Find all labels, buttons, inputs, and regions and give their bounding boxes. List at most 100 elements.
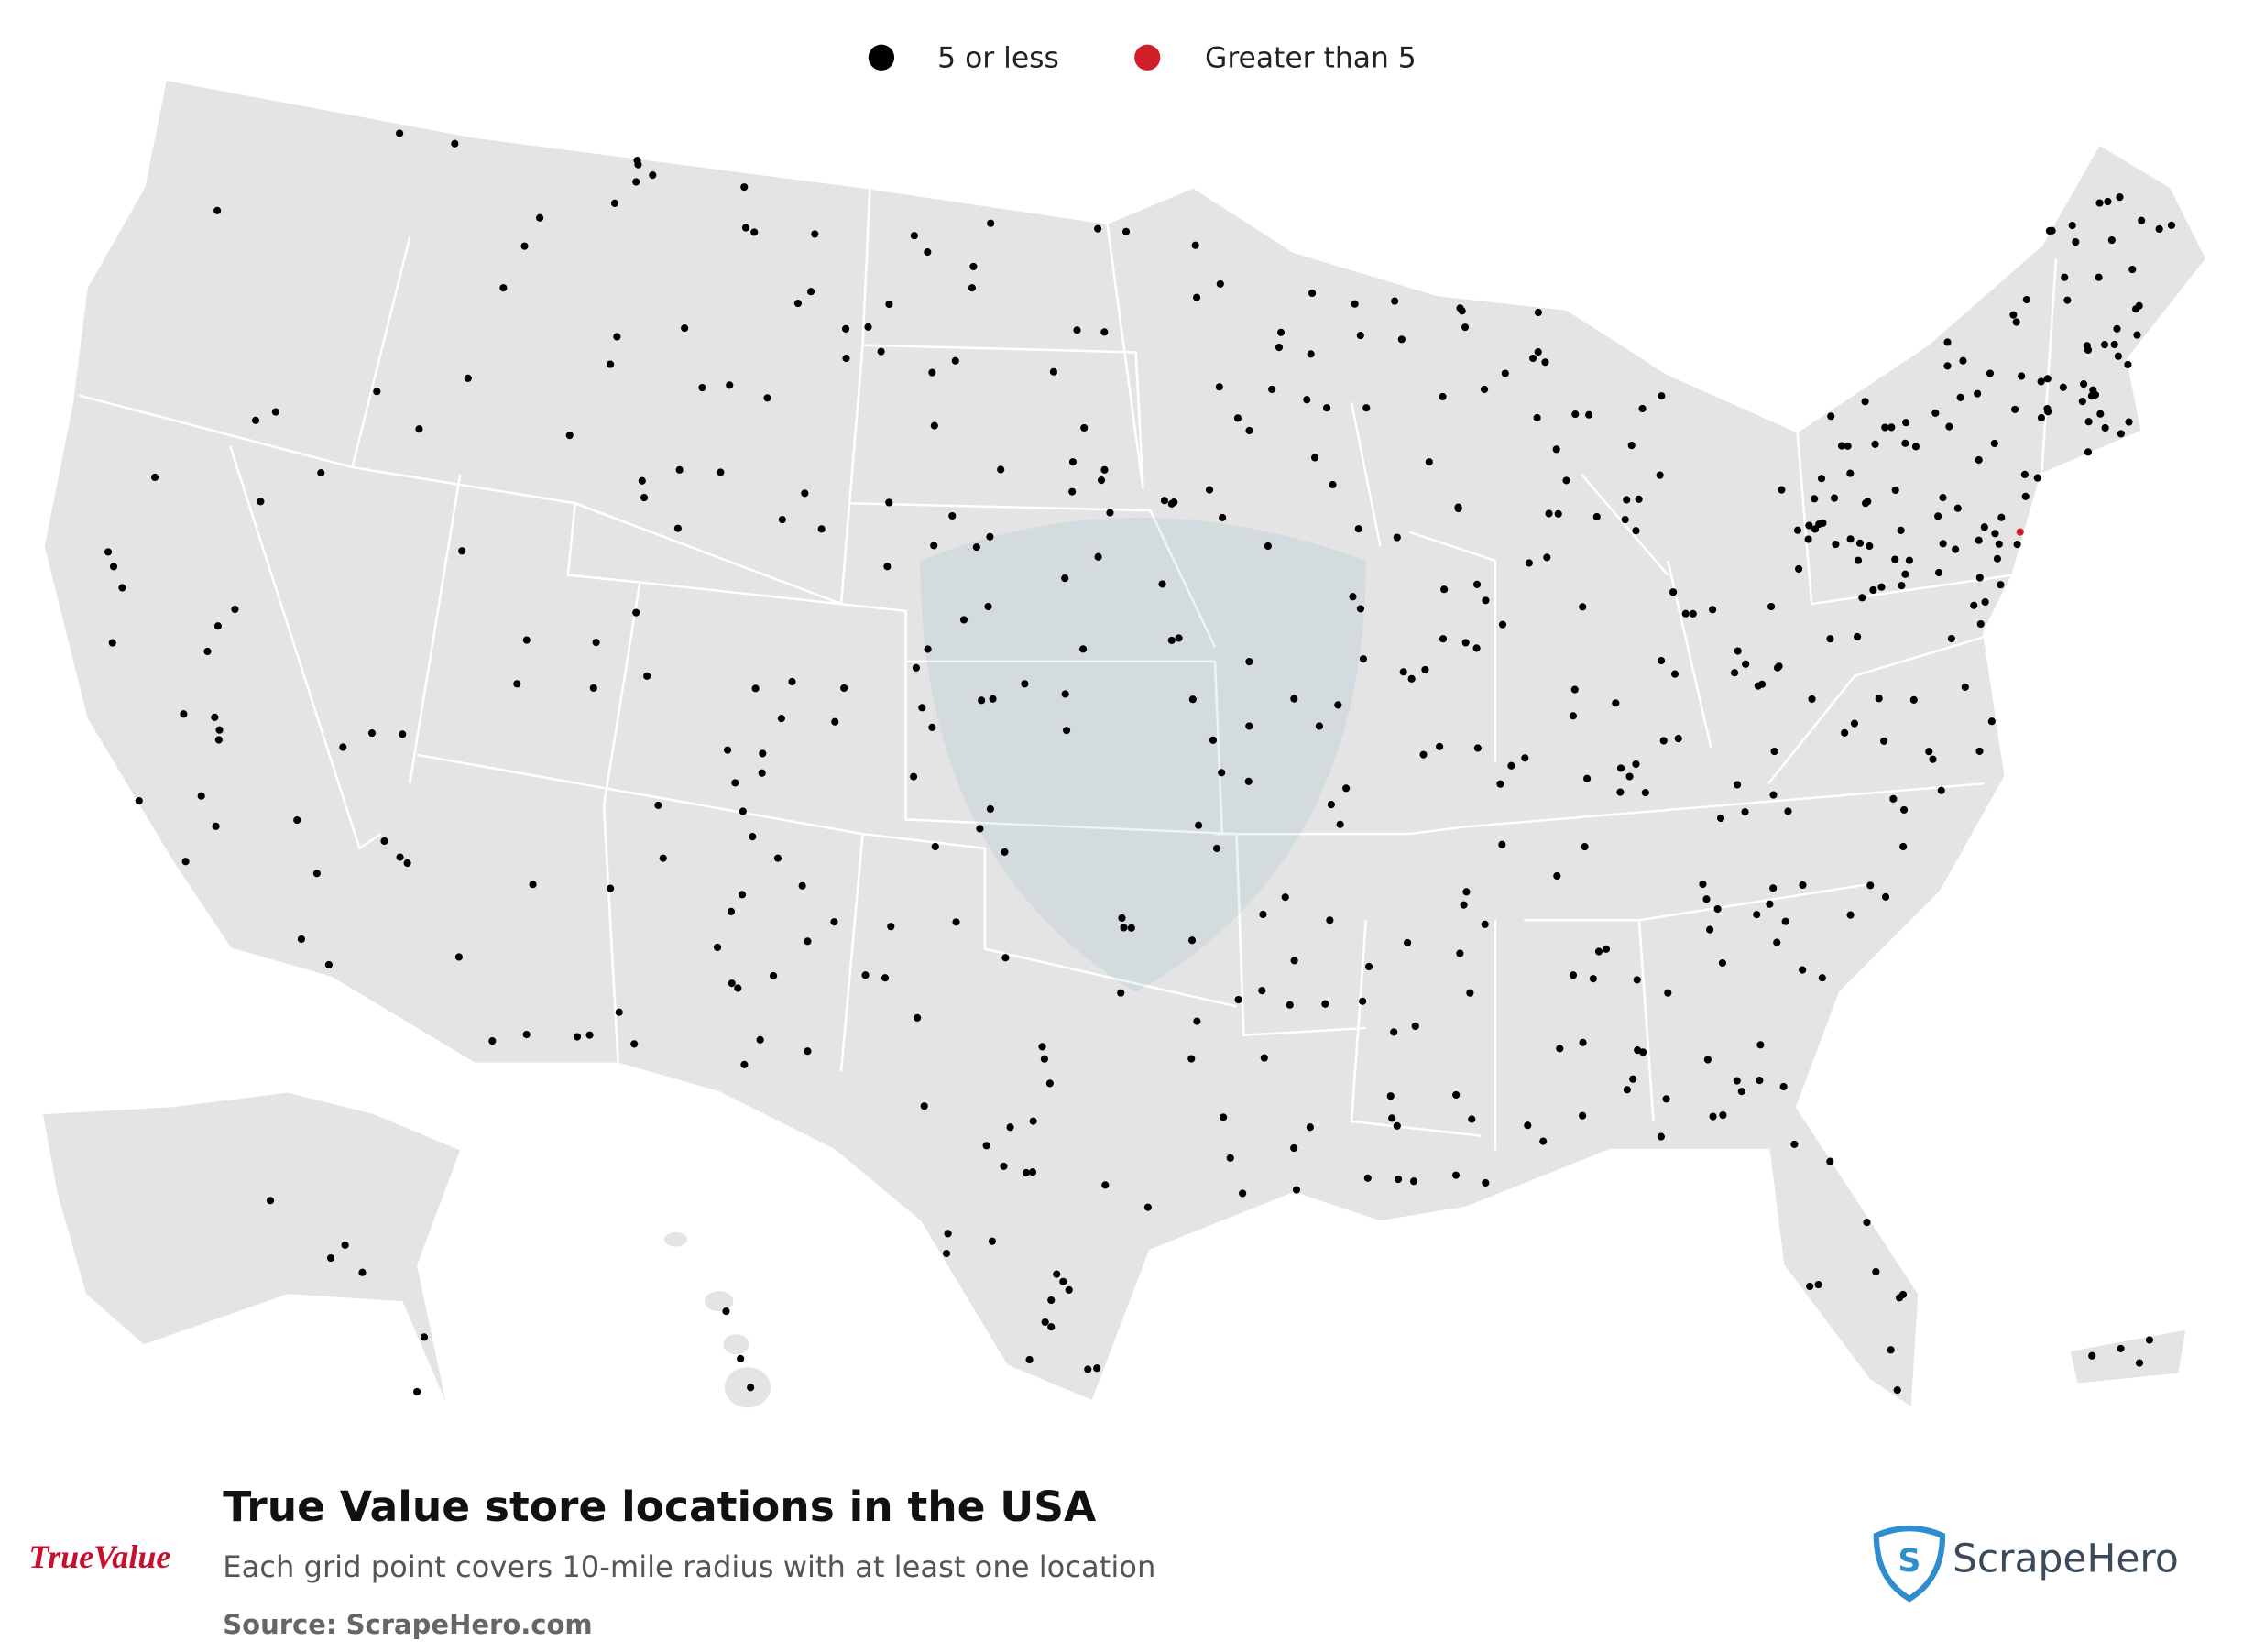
store-dot xyxy=(2084,448,2093,456)
store-dot xyxy=(1976,619,1985,629)
store-dot xyxy=(1286,1001,1294,1009)
store-dot xyxy=(1094,552,1102,561)
store-dot xyxy=(1901,570,1909,578)
store-dot xyxy=(1846,469,1855,477)
store-dot xyxy=(2018,372,2026,380)
store-dot xyxy=(1245,658,1253,666)
store-dot xyxy=(1612,699,1620,707)
store-dot xyxy=(1741,808,1749,816)
store-dot xyxy=(740,1060,749,1068)
store-dot xyxy=(1391,297,1399,305)
store-dot xyxy=(1534,308,1542,317)
store-dot xyxy=(1773,938,1781,946)
store-dot xyxy=(1127,924,1135,932)
store-dot xyxy=(877,347,885,356)
store-dot xyxy=(1855,539,1865,547)
store-dot xyxy=(1321,1000,1329,1008)
store-dot xyxy=(1390,1028,1398,1036)
store-dot xyxy=(1863,1219,1871,1227)
subtitle: Each grid point covers 10-mile radius wi… xyxy=(223,1549,1155,1584)
store-dot xyxy=(2084,418,2093,426)
store-dot xyxy=(944,1230,952,1238)
store-dot xyxy=(396,129,404,137)
store-dot xyxy=(213,206,222,214)
scrapehero-logo: S ScrapeHero xyxy=(1873,1526,2179,1603)
store-dot xyxy=(1259,910,1267,919)
store-dot xyxy=(1769,884,1778,892)
store-dot xyxy=(749,833,757,841)
store-dot xyxy=(1025,1355,1034,1364)
store-dot xyxy=(1364,962,1373,971)
store-dot xyxy=(918,704,926,712)
store-dot xyxy=(1657,1132,1665,1141)
store-dot xyxy=(1981,597,1989,607)
store-dot xyxy=(2072,238,2080,246)
store-dot xyxy=(1359,997,1367,1005)
store-dot xyxy=(1592,512,1601,521)
store-dot xyxy=(727,907,736,915)
store-dot xyxy=(804,1047,812,1056)
store-dot xyxy=(1093,1364,1101,1373)
store-dot xyxy=(1233,414,1242,422)
store-dot xyxy=(1480,385,1489,394)
store-dot xyxy=(1993,554,2002,563)
store-dot xyxy=(1887,423,1896,432)
legend-swatch xyxy=(1134,44,1161,71)
store-dot xyxy=(1554,509,1562,518)
store-dot xyxy=(2095,273,2103,281)
store-dot xyxy=(997,465,1005,474)
store-dot xyxy=(1539,1137,1548,1145)
store-dot xyxy=(413,1387,421,1396)
store-dot xyxy=(1275,344,1284,352)
store-dot xyxy=(1393,1121,1401,1130)
store-dot xyxy=(1799,966,1807,974)
store-dot xyxy=(840,684,848,693)
store-dot xyxy=(793,300,803,308)
store-dot xyxy=(778,516,786,524)
store-dot xyxy=(1703,1056,1712,1064)
store-dot xyxy=(607,884,615,892)
store-dot xyxy=(1881,423,1889,432)
store-dot xyxy=(632,608,640,617)
store-dot xyxy=(1571,410,1580,419)
store-dot xyxy=(458,547,466,555)
store-dot xyxy=(928,723,936,731)
store-dot xyxy=(2044,408,2052,416)
store-dot xyxy=(1456,949,1464,957)
store-dot xyxy=(972,542,980,552)
store-dot xyxy=(1218,769,1226,777)
store-dot xyxy=(1303,396,1311,404)
store-dot xyxy=(1929,755,1937,763)
store-dot xyxy=(1310,454,1319,462)
store-dot xyxy=(1436,742,1444,750)
store-dot xyxy=(529,881,537,889)
store-dot xyxy=(2096,410,2105,418)
store-dot xyxy=(1570,685,1579,694)
store-dot xyxy=(756,1035,764,1044)
store-dot xyxy=(1638,404,1647,413)
store-dot xyxy=(910,232,918,240)
store-dot xyxy=(1975,536,1983,544)
store-dot xyxy=(673,524,682,532)
watermark-logo-text: ScrapeHero xyxy=(1953,1537,2179,1581)
store-dot xyxy=(1393,533,1401,542)
store-dot xyxy=(1061,574,1069,583)
store-dot xyxy=(1292,1186,1301,1194)
store-dot xyxy=(1784,807,1792,815)
store-dot xyxy=(910,772,918,781)
store-dot xyxy=(1397,335,1406,344)
title: True Value store locations in the USA xyxy=(223,1482,1096,1531)
store-dot xyxy=(1334,701,1342,709)
store-dot xyxy=(986,532,994,541)
store-dot xyxy=(654,801,662,809)
store-dot xyxy=(1639,1048,1647,1056)
store-dot xyxy=(1336,820,1344,828)
store-dot xyxy=(1482,1178,1490,1187)
store-dot xyxy=(1799,881,1807,890)
store-dot xyxy=(728,979,736,988)
store-dot xyxy=(1718,958,1727,968)
store-dot xyxy=(2059,383,2067,391)
store-dot xyxy=(1995,540,2003,548)
store-dot xyxy=(722,1307,730,1316)
store-dot xyxy=(984,602,992,611)
